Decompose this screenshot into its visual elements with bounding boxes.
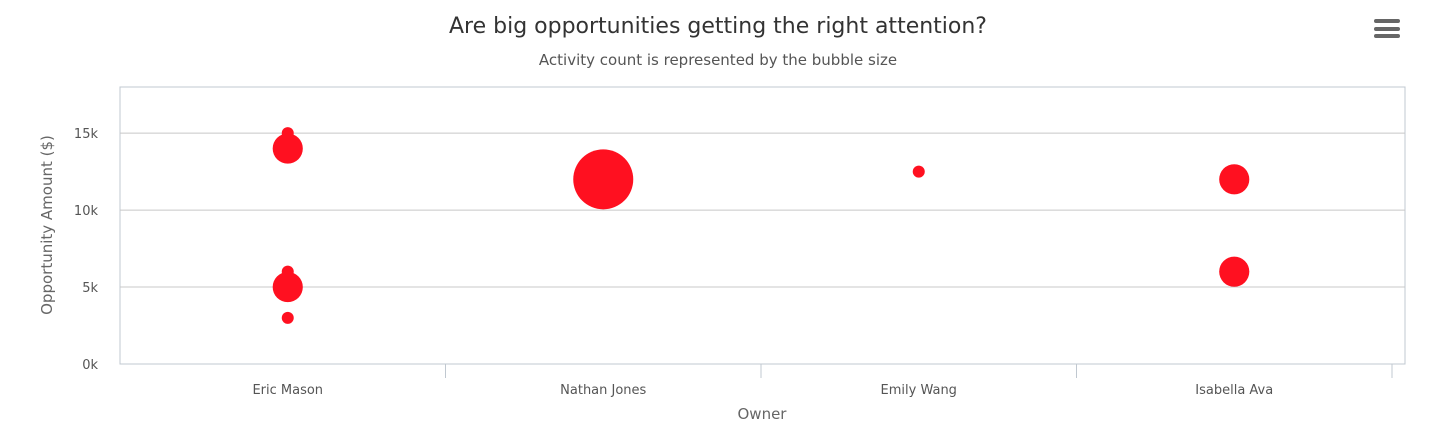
bubble-point[interactable] <box>281 311 294 324</box>
bubble-point[interactable] <box>1219 164 1250 195</box>
plot-border <box>119 86 1406 365</box>
hamburger-menu-icon[interactable] <box>1374 19 1400 41</box>
chart-subtitle: Activity count is represented by the bub… <box>539 51 897 69</box>
x-tick-label: Nathan Jones <box>560 383 646 398</box>
bubble-point[interactable] <box>272 133 303 164</box>
y-tick-label: 15k <box>74 127 99 142</box>
bubble-point[interactable] <box>573 149 634 210</box>
x-tick-label: Eric Mason <box>252 383 323 398</box>
bubble-point[interactable] <box>1219 256 1250 287</box>
x-tick-label: Isabella Ava <box>1195 383 1273 398</box>
y-tick-label: 0k <box>82 358 98 373</box>
chart-title: Are big opportunities getting the right … <box>449 14 987 39</box>
y-tick-label: 10k <box>74 204 99 219</box>
x-tick-label: Emily Wang <box>881 383 957 398</box>
x-axis-title: Owner <box>738 405 788 423</box>
y-axis-title: Opportunity Amount ($) <box>38 135 56 315</box>
bubble-point[interactable] <box>272 271 303 303</box>
bubble-point[interactable] <box>912 165 925 178</box>
y-tick-label: 5k <box>82 281 98 296</box>
